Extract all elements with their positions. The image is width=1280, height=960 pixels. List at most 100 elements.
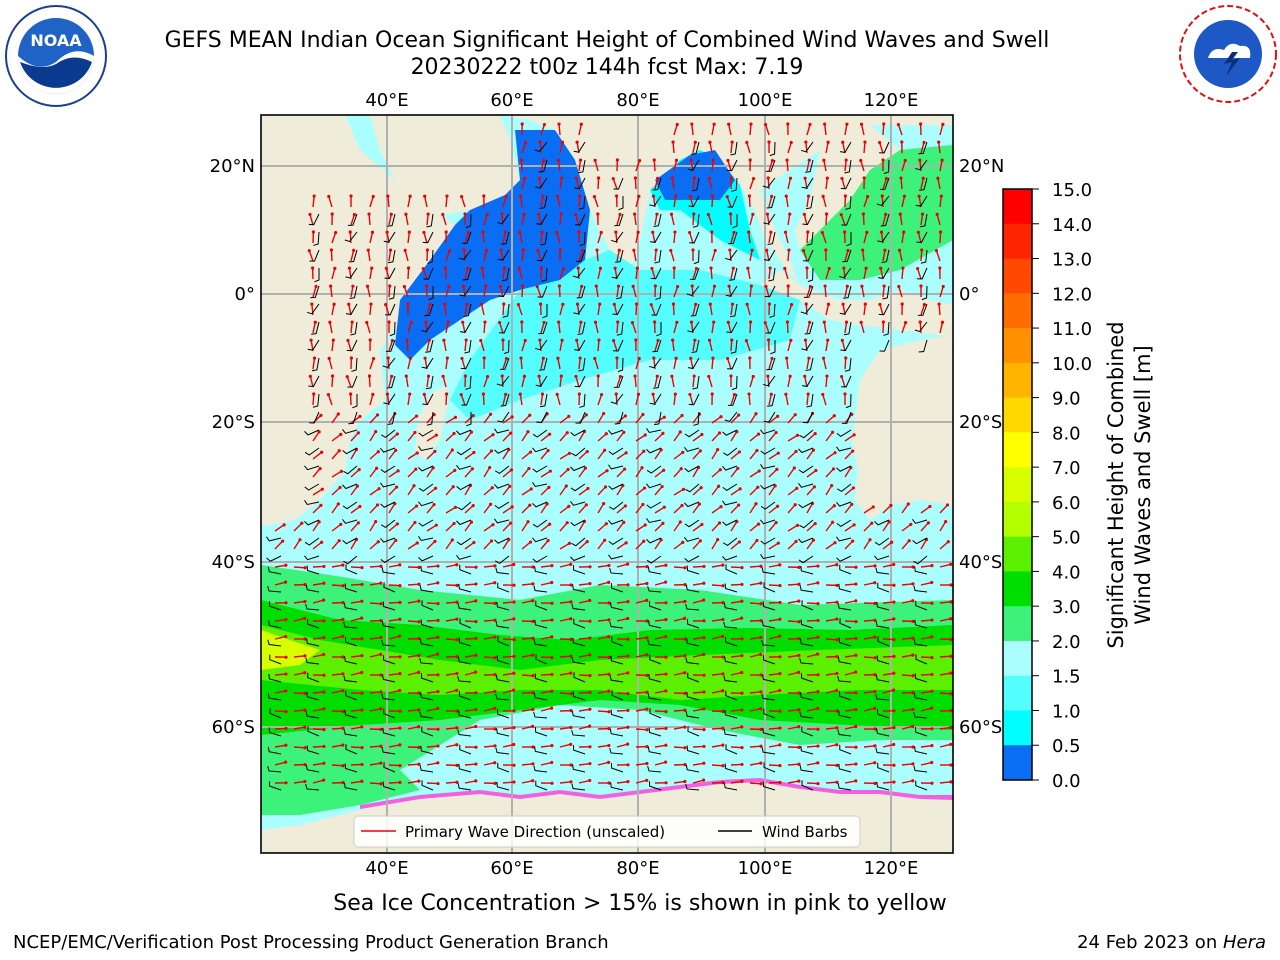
wind-barb [686,285,700,297]
wind-barb [384,267,396,280]
wave-arrow [901,267,904,280]
wave-arrow-head [765,248,769,252]
wave-arrow-head [664,781,668,785]
wave-arrow [559,432,568,442]
wave-arrow-head [693,338,697,342]
wave-arrow [464,521,473,532]
wave-arrow-head [576,266,580,270]
footer-date-text: 24 Feb 2023 on [1077,932,1223,953]
wave-arrow-head [560,176,564,180]
wave-arrow [407,780,419,784]
wave-arrow-head [949,562,953,566]
wave-arrow [559,505,570,514]
wave-arrow-head [892,688,896,692]
wave-arrow [483,690,495,694]
wave-arrow [730,780,742,784]
wave-arrow-head [565,431,569,435]
wave-arrow-head [683,708,687,712]
wind-barb [878,303,890,316]
wave-arrow [616,521,625,532]
wave-arrow [654,618,667,622]
wave-arrow [350,709,363,712]
wave-arrow [369,582,381,586]
wave-arrow-head [626,654,630,658]
wind-barb [609,728,624,737]
wave-arrow [596,249,599,262]
wave-arrow [521,541,531,550]
wave-arrow-head [778,617,782,621]
wind-barb [420,565,434,575]
wind-barb [723,622,738,629]
wind-barb [343,465,358,475]
colorbar-tick-label: 10.0 [1052,354,1092,375]
wind-barb [571,657,586,665]
wind-barb [345,690,358,701]
wave-arrow [825,452,836,460]
wave-arrow [654,635,666,640]
wind-barb [800,565,814,575]
wind-barb [798,483,814,488]
wave-arrow [426,619,439,622]
wave-arrow-head [528,413,532,417]
wave-arrow [726,196,732,208]
wave-arrow-head [805,266,809,270]
wind-barb [731,177,738,192]
wave-arrow-head [721,563,725,567]
wave-arrow-head [774,430,778,435]
wave-arrow-head [831,467,836,471]
wave-arrow [672,303,675,316]
wave-arrow [654,486,663,496]
wave-arrow-head [474,565,478,569]
wave-arrow [787,487,798,496]
wave-arrow [578,451,588,460]
wave-arrow [445,781,458,784]
wave-arrow-head [740,582,744,587]
wave-arrow-head [422,392,426,396]
wave-arrow [939,655,952,658]
wind-barb [304,519,320,526]
wave-arrow [559,618,571,622]
wave-arrow [882,601,895,604]
wave-arrow [502,781,515,784]
wave-arrow [331,744,343,748]
wave-arrow-head [823,122,827,126]
wave-arrow-head [664,655,668,659]
wind-barb [571,537,586,547]
wave-arrow [312,779,324,784]
wind-barb [350,321,358,336]
wave-arrow [388,376,393,388]
wave-arrow [861,249,865,262]
wave-arrow-head [522,212,526,216]
map-frame [260,114,954,854]
wave-arrow [464,654,476,658]
wind-barb [838,710,852,719]
wave-arrow-head [949,780,953,784]
wave-arrow [635,708,647,712]
wave-arrow [939,124,944,136]
wave-arrow-head [312,194,316,198]
wave-arrow-head [512,583,516,587]
wave-arrow [464,583,477,586]
wave-arrow [901,763,914,766]
wave-arrow [692,450,701,460]
wave-arrow-head [778,655,782,659]
wind-barb [839,303,852,315]
wave-arrow [901,637,914,640]
wind-barb [346,339,358,352]
wind-barb [503,339,510,355]
wave-arrow-head [436,635,440,639]
wave-arrow [692,708,704,712]
wave-arrow-head [556,158,560,162]
wave-arrow-head [851,449,855,453]
wave-arrow-head [863,302,867,306]
wave-arrow-head [835,743,839,747]
wave-arrow-head [640,466,644,470]
wave-arrow-head [569,637,573,641]
wind-barb [496,601,510,611]
wave-arrow [650,304,656,316]
wind-barb [726,321,738,334]
wave-arrow-head [360,670,364,675]
wave-arrow [521,674,534,677]
wave-arrow-head [360,779,364,783]
wind-barb [344,763,358,773]
